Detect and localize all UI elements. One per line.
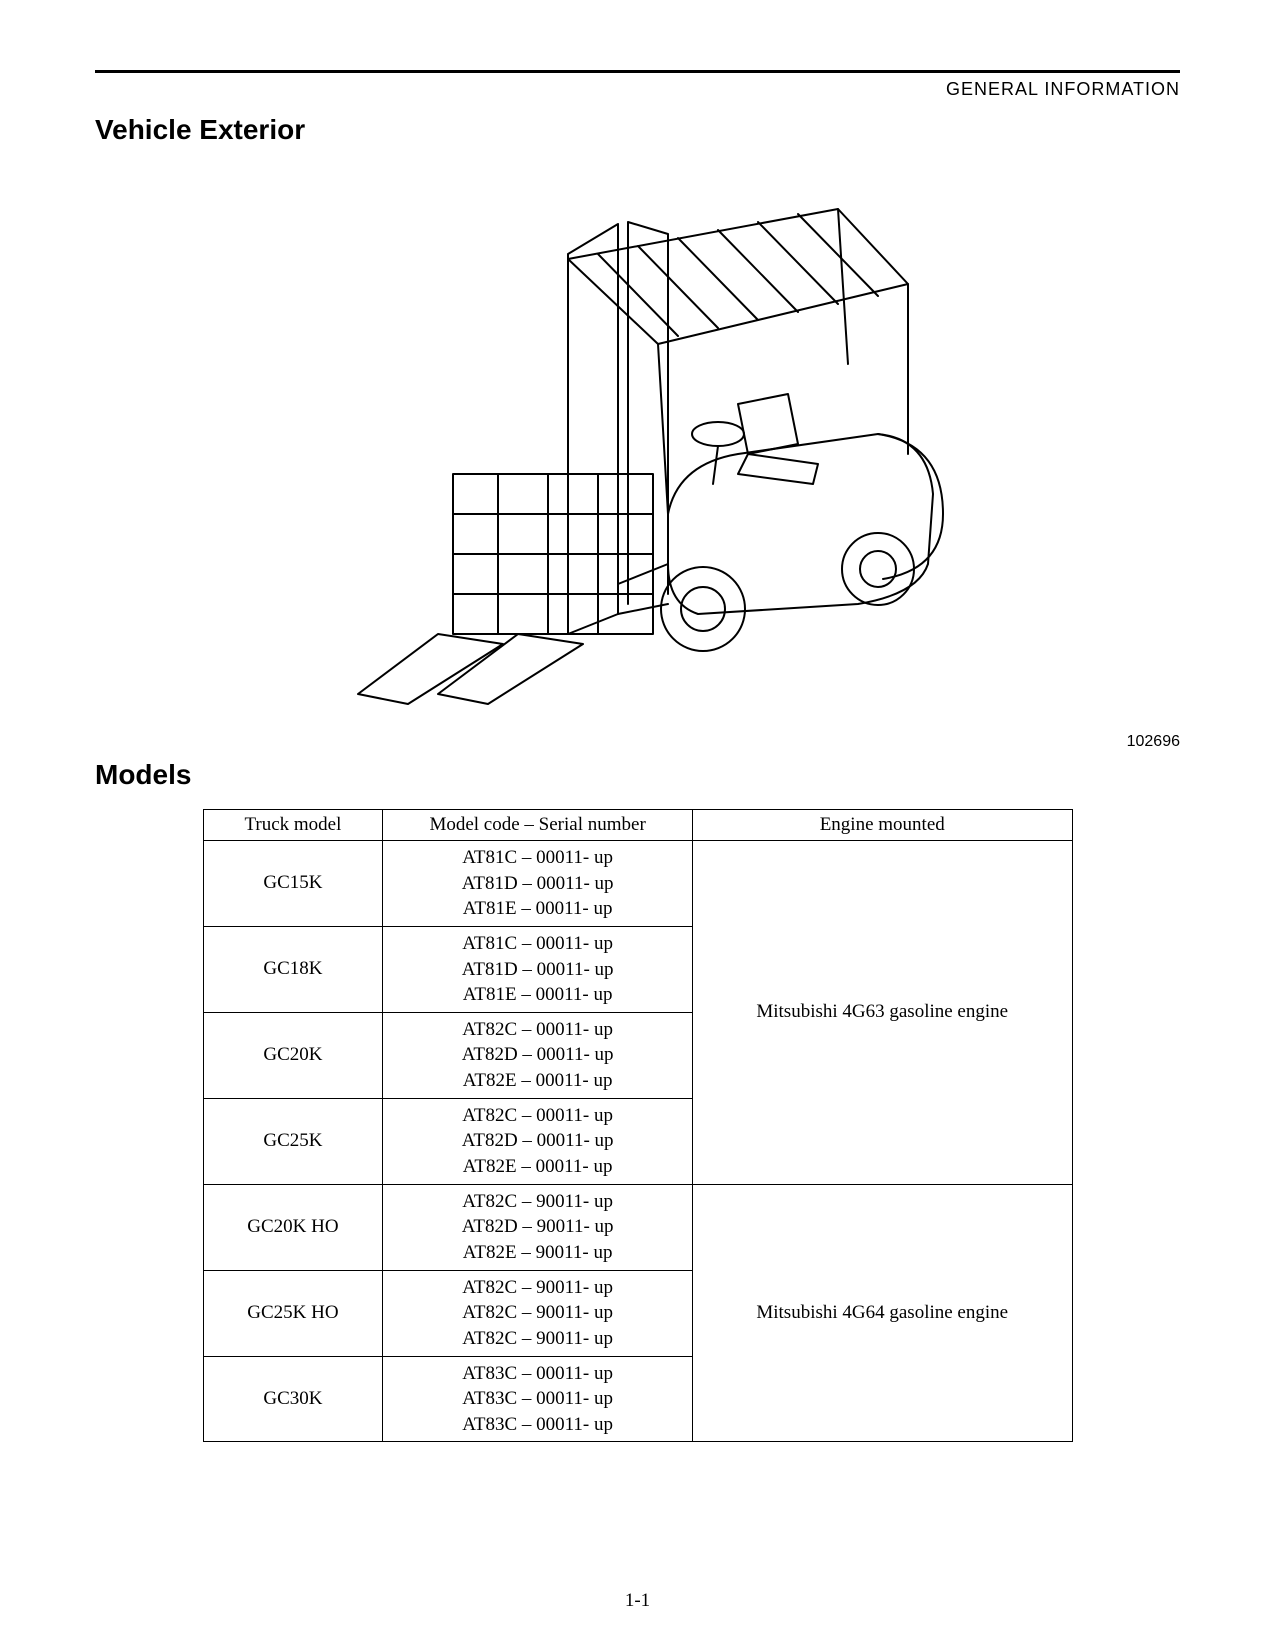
truck-cell: GC25K HO: [203, 1270, 383, 1356]
code-line: AT82C – 00011- up: [395, 1103, 680, 1129]
code-line: AT81C – 00011- up: [395, 845, 680, 871]
col-truck-model: Truck model: [203, 810, 383, 841]
codes-cell: AT82C – 90011- up AT82D – 90011- up AT82…: [383, 1184, 693, 1270]
code-line: AT82D – 00011- up: [395, 1042, 680, 1068]
table-row: GC20K HO AT82C – 90011- up AT82D – 90011…: [203, 1184, 1072, 1270]
page-number: 1-1: [0, 1590, 1275, 1612]
codes-cell: AT81C – 00011- up AT81D – 00011- up AT81…: [383, 841, 693, 927]
engine-cell: Mitsubishi 4G63 gasoline engine: [692, 841, 1072, 1185]
code-line: AT83C – 00011- up: [395, 1361, 680, 1387]
truck-cell: GC15K: [203, 841, 383, 927]
code-line: AT82C – 00011- up: [395, 1017, 680, 1043]
code-line: AT82C – 90011- up: [395, 1275, 680, 1301]
table-header-row: Truck model Model code – Serial number E…: [203, 810, 1072, 841]
codes-cell: AT82C – 00011- up AT82D – 00011- up AT82…: [383, 1098, 693, 1184]
code-line: AT81C – 00011- up: [395, 931, 680, 957]
truck-cell: GC20K: [203, 1012, 383, 1098]
truck-cell: GC25K: [203, 1098, 383, 1184]
section-title-vehicle-exterior: Vehicle Exterior: [95, 114, 1180, 146]
code-line: AT82C – 90011- up: [395, 1326, 680, 1352]
code-line: AT81E – 00011- up: [395, 896, 680, 922]
code-line: AT82E – 90011- up: [395, 1240, 680, 1266]
truck-cell: GC20K HO: [203, 1184, 383, 1270]
code-line: AT82C – 90011- up: [395, 1189, 680, 1215]
col-model-code: Model code – Serial number: [383, 810, 693, 841]
code-line: AT82E – 00011- up: [395, 1154, 680, 1180]
truck-cell: GC18K: [203, 926, 383, 1012]
engine-cell: Mitsubishi 4G64 gasoline engine: [692, 1184, 1072, 1442]
codes-cell: AT83C – 00011- up AT83C – 00011- up AT83…: [383, 1356, 693, 1442]
header-section-label: GENERAL INFORMATION: [95, 79, 1180, 100]
code-line: AT82C – 90011- up: [395, 1300, 680, 1326]
codes-cell: AT82C – 00011- up AT82D – 00011- up AT82…: [383, 1012, 693, 1098]
codes-cell: AT82C – 90011- up AT82C – 90011- up AT82…: [383, 1270, 693, 1356]
section-title-models: Models: [95, 759, 1180, 791]
code-line: AT83C – 00011- up: [395, 1386, 680, 1412]
code-line: AT83C – 00011- up: [395, 1412, 680, 1438]
code-line: AT82D – 00011- up: [395, 1128, 680, 1154]
code-line: AT82E – 00011- up: [395, 1068, 680, 1094]
forklift-illustration: [318, 164, 958, 724]
code-line: AT81D – 00011- up: [395, 871, 680, 897]
header-rule: [95, 70, 1180, 73]
table-row: GC15K AT81C – 00011- up AT81D – 00011- u…: [203, 841, 1072, 927]
col-engine: Engine mounted: [692, 810, 1072, 841]
code-line: AT82D – 90011- up: [395, 1214, 680, 1240]
figure-number: 102696: [95, 733, 1180, 751]
code-line: AT81D – 00011- up: [395, 957, 680, 983]
code-line: AT81E – 00011- up: [395, 982, 680, 1008]
codes-cell: AT81C – 00011- up AT81D – 00011- up AT81…: [383, 926, 693, 1012]
models-table: Truck model Model code – Serial number E…: [203, 809, 1073, 1442]
truck-cell: GC30K: [203, 1356, 383, 1442]
forklift-figure: [95, 164, 1180, 729]
